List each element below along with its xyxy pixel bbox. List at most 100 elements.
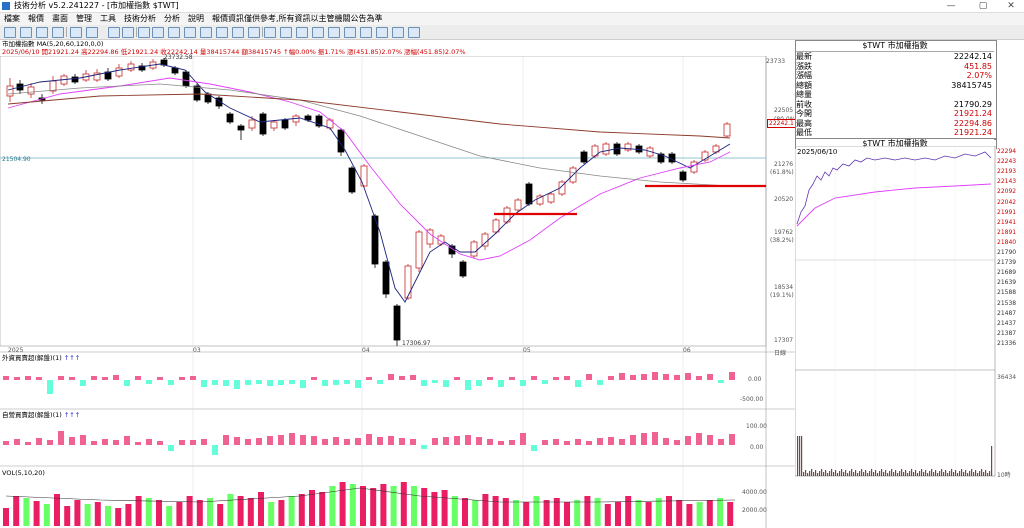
volume-bar: [43, 504, 50, 526]
toolbar-icon[interactable]: [20, 27, 32, 38]
volume-bar: [74, 500, 81, 526]
toolbar-icon[interactable]: [4, 27, 16, 38]
toolbar-icon[interactable]: [122, 27, 134, 38]
toolbar-icon[interactable]: [344, 27, 356, 38]
dealer-bar: [124, 436, 130, 445]
toolbar-icon[interactable]: [200, 27, 212, 38]
intraday-axis-label: 22092: [997, 188, 1017, 196]
menu-item[interactable]: 報價資訊僅供參考,所有資訊以主管機關公告為準: [212, 14, 383, 23]
close-button[interactable]: ✕: [1007, 1, 1015, 11]
intraday-vol-bar: [835, 470, 837, 476]
quote-value: 22294.86: [953, 118, 992, 128]
volume-bar: [360, 486, 366, 526]
volume-bar: [268, 502, 275, 526]
foreign-bar: [454, 377, 460, 380]
candle-body: [270, 121, 278, 129]
volume-bar: [186, 496, 193, 526]
toolbar-icon[interactable]: [328, 27, 340, 38]
dealer-bar: [410, 439, 416, 445]
minimize-button[interactable]: —: [946, 1, 956, 11]
toolbar-icon[interactable]: [232, 27, 244, 38]
volume-bar: [635, 500, 642, 526]
candle-body: [127, 63, 135, 71]
intraday-vol-bar: [877, 473, 879, 476]
menu-item[interactable]: 分析: [164, 14, 180, 23]
foreign-bar: [410, 375, 416, 380]
toolbar-icon[interactable]: [392, 27, 404, 38]
toolbar-icon[interactable]: [152, 27, 164, 38]
volume-bar: [686, 504, 693, 526]
dealer-bar: [47, 440, 53, 445]
toolbar-icon[interactable]: [248, 27, 260, 38]
toolbar-icon[interactable]: [184, 27, 196, 38]
foreign-bar: [608, 376, 614, 380]
foreign-bar: [124, 380, 130, 386]
menu-item[interactable]: 檔案: [4, 14, 20, 23]
intraday-vol-bar: [905, 470, 907, 476]
dealer-bar: [597, 438, 603, 445]
quote-key: 今開: [796, 109, 812, 118]
menu-item[interactable]: 說明: [188, 14, 204, 23]
intraday-vol-bar: [883, 472, 885, 476]
intraday-vol-bar: [957, 473, 959, 476]
toolbar-icon[interactable]: [108, 27, 120, 38]
dealer-bar: [542, 440, 548, 445]
chart-area[interactable]: [0, 56, 795, 528]
menu-item[interactable]: 管理: [76, 14, 92, 23]
month-label: 05: [523, 347, 531, 354]
quote-key: 最高: [796, 118, 812, 128]
menu-item[interactable]: 報價: [28, 14, 44, 23]
volume-bar: [309, 490, 315, 526]
dealer-bar: [388, 436, 394, 445]
foreign-bar: [278, 380, 284, 385]
dealer-bar: [443, 437, 449, 445]
toolbar-icon[interactable]: [168, 27, 180, 38]
candle-body: [459, 261, 467, 277]
toolbar-icon[interactable]: [280, 27, 292, 38]
toolbar-icon[interactable]: [360, 27, 372, 38]
toolbar-icon[interactable]: [408, 27, 420, 38]
dealer-bar: [223, 435, 229, 445]
maximize-button[interactable]: ▢: [978, 1, 988, 11]
toolbar-icon[interactable]: [86, 27, 98, 38]
toolbar-icon[interactable]: [312, 27, 324, 38]
toolbar-icon[interactable]: [216, 27, 228, 38]
foreign-bar: [300, 380, 306, 388]
toolbar-icon[interactable]: [70, 27, 82, 38]
menu-item[interactable]: 工具: [100, 14, 116, 23]
intraday-vol-bar: [843, 472, 845, 476]
volume-bar: [615, 502, 621, 526]
dealer-bar: [267, 436, 273, 445]
candle-body: [525, 183, 533, 205]
toolbar-icon[interactable]: [264, 27, 276, 38]
toolbar-icon[interactable]: [296, 27, 308, 38]
menu-item[interactable]: 畫面: [52, 14, 68, 23]
candle-body: [193, 85, 201, 101]
foreign-bar: [47, 380, 53, 394]
toolbar-icon[interactable]: [52, 27, 64, 38]
candle-body: [426, 229, 434, 245]
quote-value: 2.07%: [966, 71, 992, 80]
intraday-vol-bar: [923, 472, 925, 476]
intraday-chart[interactable]: [795, 146, 1024, 528]
intraday-vol-bar: [827, 473, 829, 476]
toolbar-icon[interactable]: [376, 27, 388, 38]
toolbar-icon[interactable]: [138, 27, 150, 38]
volume-bar: [176, 502, 183, 526]
toolbar-icon[interactable]: [36, 27, 48, 38]
candle-body: [115, 67, 123, 77]
foreign-bar: [311, 377, 317, 380]
intraday-vol-bar: [943, 472, 945, 476]
intraday-vol-bar: [911, 469, 913, 476]
ohlc-info: 2025/06/10 開21921.24 高22294.86 低21921.24…: [2, 48, 466, 56]
foreign-bar: [641, 374, 647, 380]
volume-bar: [564, 502, 570, 526]
dealer-bar: [355, 438, 361, 445]
volume-bar: [513, 500, 519, 526]
intraday-axis-label: 22143: [997, 178, 1017, 186]
intraday-axis-label: 21790: [997, 249, 1017, 256]
dealer-bar: [641, 433, 647, 445]
menu-item[interactable]: 技術分析: [124, 14, 156, 23]
intraday-axis-label: 22294: [997, 148, 1017, 155]
foreign-bar: [91, 376, 97, 380]
